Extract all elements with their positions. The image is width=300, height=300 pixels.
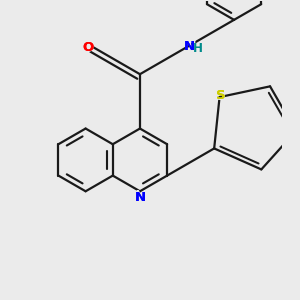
- Text: O: O: [82, 40, 93, 53]
- Text: N: N: [134, 190, 146, 205]
- Text: S: S: [216, 89, 225, 102]
- Text: N: N: [184, 40, 195, 53]
- Text: N: N: [184, 40, 195, 53]
- Text: S: S: [216, 89, 225, 102]
- Text: O: O: [81, 38, 94, 56]
- Text: O: O: [82, 40, 93, 53]
- Text: H: H: [193, 42, 202, 55]
- Text: N: N: [134, 191, 146, 204]
- Text: S: S: [215, 86, 226, 104]
- Text: N: N: [183, 38, 196, 56]
- Text: N: N: [134, 191, 146, 204]
